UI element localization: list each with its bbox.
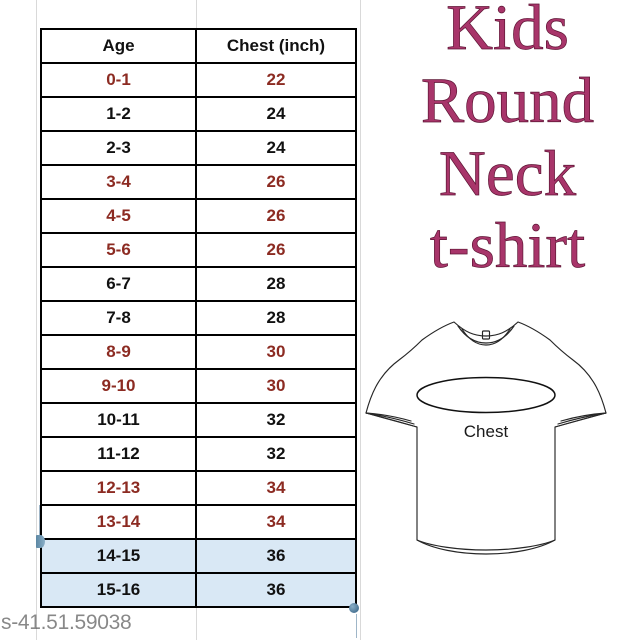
svg-text:Chest: Chest	[464, 422, 509, 441]
